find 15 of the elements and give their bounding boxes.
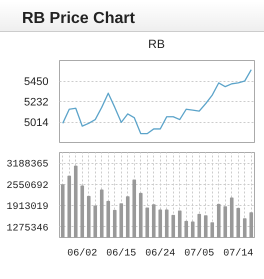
line-series — [62, 69, 252, 134]
y-tick-label: 5232 — [24, 96, 49, 108]
x-tick-label: 06/24 — [145, 248, 176, 260]
x-tick-label: 06/15 — [106, 248, 136, 260]
y-tick-label: 5014 — [24, 117, 49, 129]
chart-title: RB Price Chart — [22, 9, 135, 29]
y-tick-label: 1275346 — [6, 223, 49, 234]
y-tick-label: 5450 — [24, 76, 49, 88]
x-tick-label: 07/14 — [223, 248, 254, 260]
y-tick-label: 1913019 — [6, 202, 49, 214]
x-tick-label: 07/05 — [184, 248, 214, 260]
y-tick-label: 3188365 — [6, 160, 49, 171]
chart-subtitle: RB — [148, 37, 165, 52]
x-tick-label: 06/02 — [67, 248, 98, 260]
y-tick-label: 2550692 — [6, 180, 49, 192]
